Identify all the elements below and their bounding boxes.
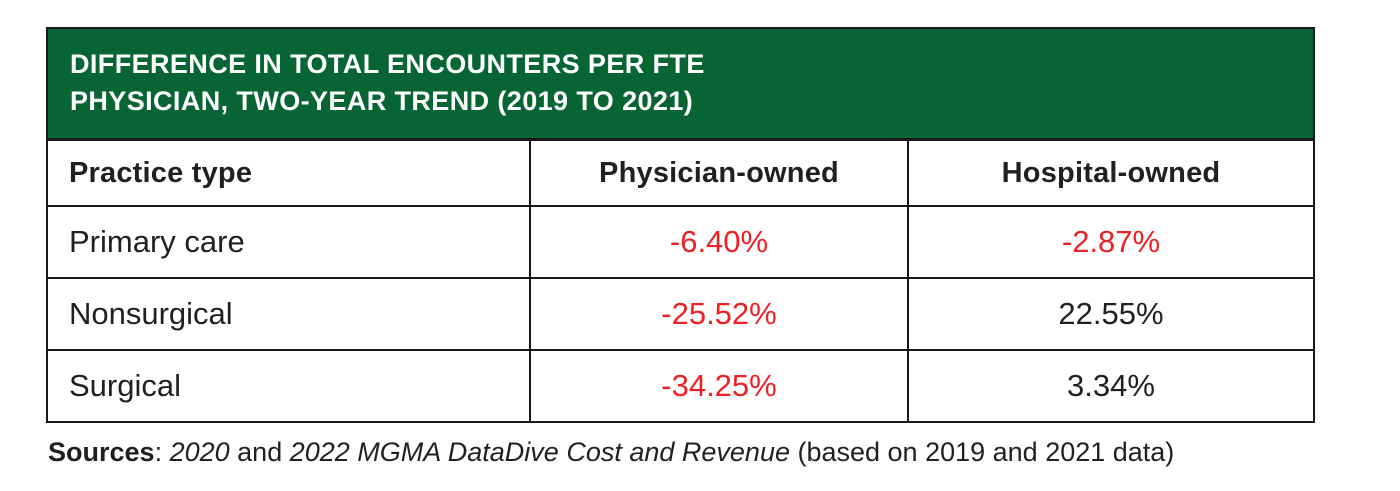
table-row-nonsurgical: Nonsurgical -25.52% 22.55% bbox=[48, 277, 1313, 351]
source-note-suffix: (based on 2019 and 2021 data) bbox=[789, 437, 1175, 467]
source-note: Sources: 2020 and 2022 MGMA DataDive Cos… bbox=[48, 437, 1174, 468]
encounters-trend-figure: DIFFERENCE IN TOTAL ENCOUNTERS PER FTE P… bbox=[46, 27, 1315, 423]
value-primary-care-physician-owned: -6.40% bbox=[529, 205, 909, 279]
value-nonsurgical-physician-owned: -25.52% bbox=[529, 277, 909, 351]
table-title-line-1: DIFFERENCE IN TOTAL ENCOUNTERS PER FTE bbox=[70, 49, 705, 79]
source-note-and: and bbox=[229, 437, 290, 467]
table-frame: DIFFERENCE IN TOTAL ENCOUNTERS PER FTE P… bbox=[46, 27, 1315, 423]
source-note-label: Sources bbox=[48, 437, 155, 467]
row-label-nonsurgical: Nonsurgical bbox=[48, 277, 531, 351]
value-primary-care-hospital-owned: -2.87% bbox=[907, 205, 1313, 279]
table-title-line-2: PHYSICIAN, TWO-YEAR TREND (2019 TO 2021) bbox=[70, 86, 694, 116]
row-label-primary-care: Primary care bbox=[48, 205, 531, 279]
value-surgical-physician-owned: -34.25% bbox=[529, 349, 909, 421]
table-row-surgical: Surgical -34.25% 3.34% bbox=[48, 349, 1313, 421]
source-note-italic-title: 2022 MGMA DataDive Cost and Revenue bbox=[289, 437, 790, 467]
row-label-surgical: Surgical bbox=[48, 349, 531, 421]
table-header-row: Practice type Physician-owned Hospital-o… bbox=[48, 141, 1313, 207]
source-note-separator: : bbox=[154, 437, 170, 467]
source-note-italic-2020: 2020 bbox=[169, 437, 230, 467]
table-row-primary-care: Primary care -6.40% -2.87% bbox=[48, 205, 1313, 279]
value-surgical-hospital-owned: 3.34% bbox=[907, 349, 1313, 421]
column-header-practice-type: Practice type bbox=[48, 141, 531, 207]
column-header-hospital-owned: Hospital-owned bbox=[907, 141, 1313, 207]
column-header-physician-owned: Physician-owned bbox=[529, 141, 909, 207]
value-nonsurgical-hospital-owned: 22.55% bbox=[907, 277, 1313, 351]
encounters-table: Practice type Physician-owned Hospital-o… bbox=[48, 141, 1313, 421]
table-title-band: DIFFERENCE IN TOTAL ENCOUNTERS PER FTE P… bbox=[48, 29, 1313, 141]
